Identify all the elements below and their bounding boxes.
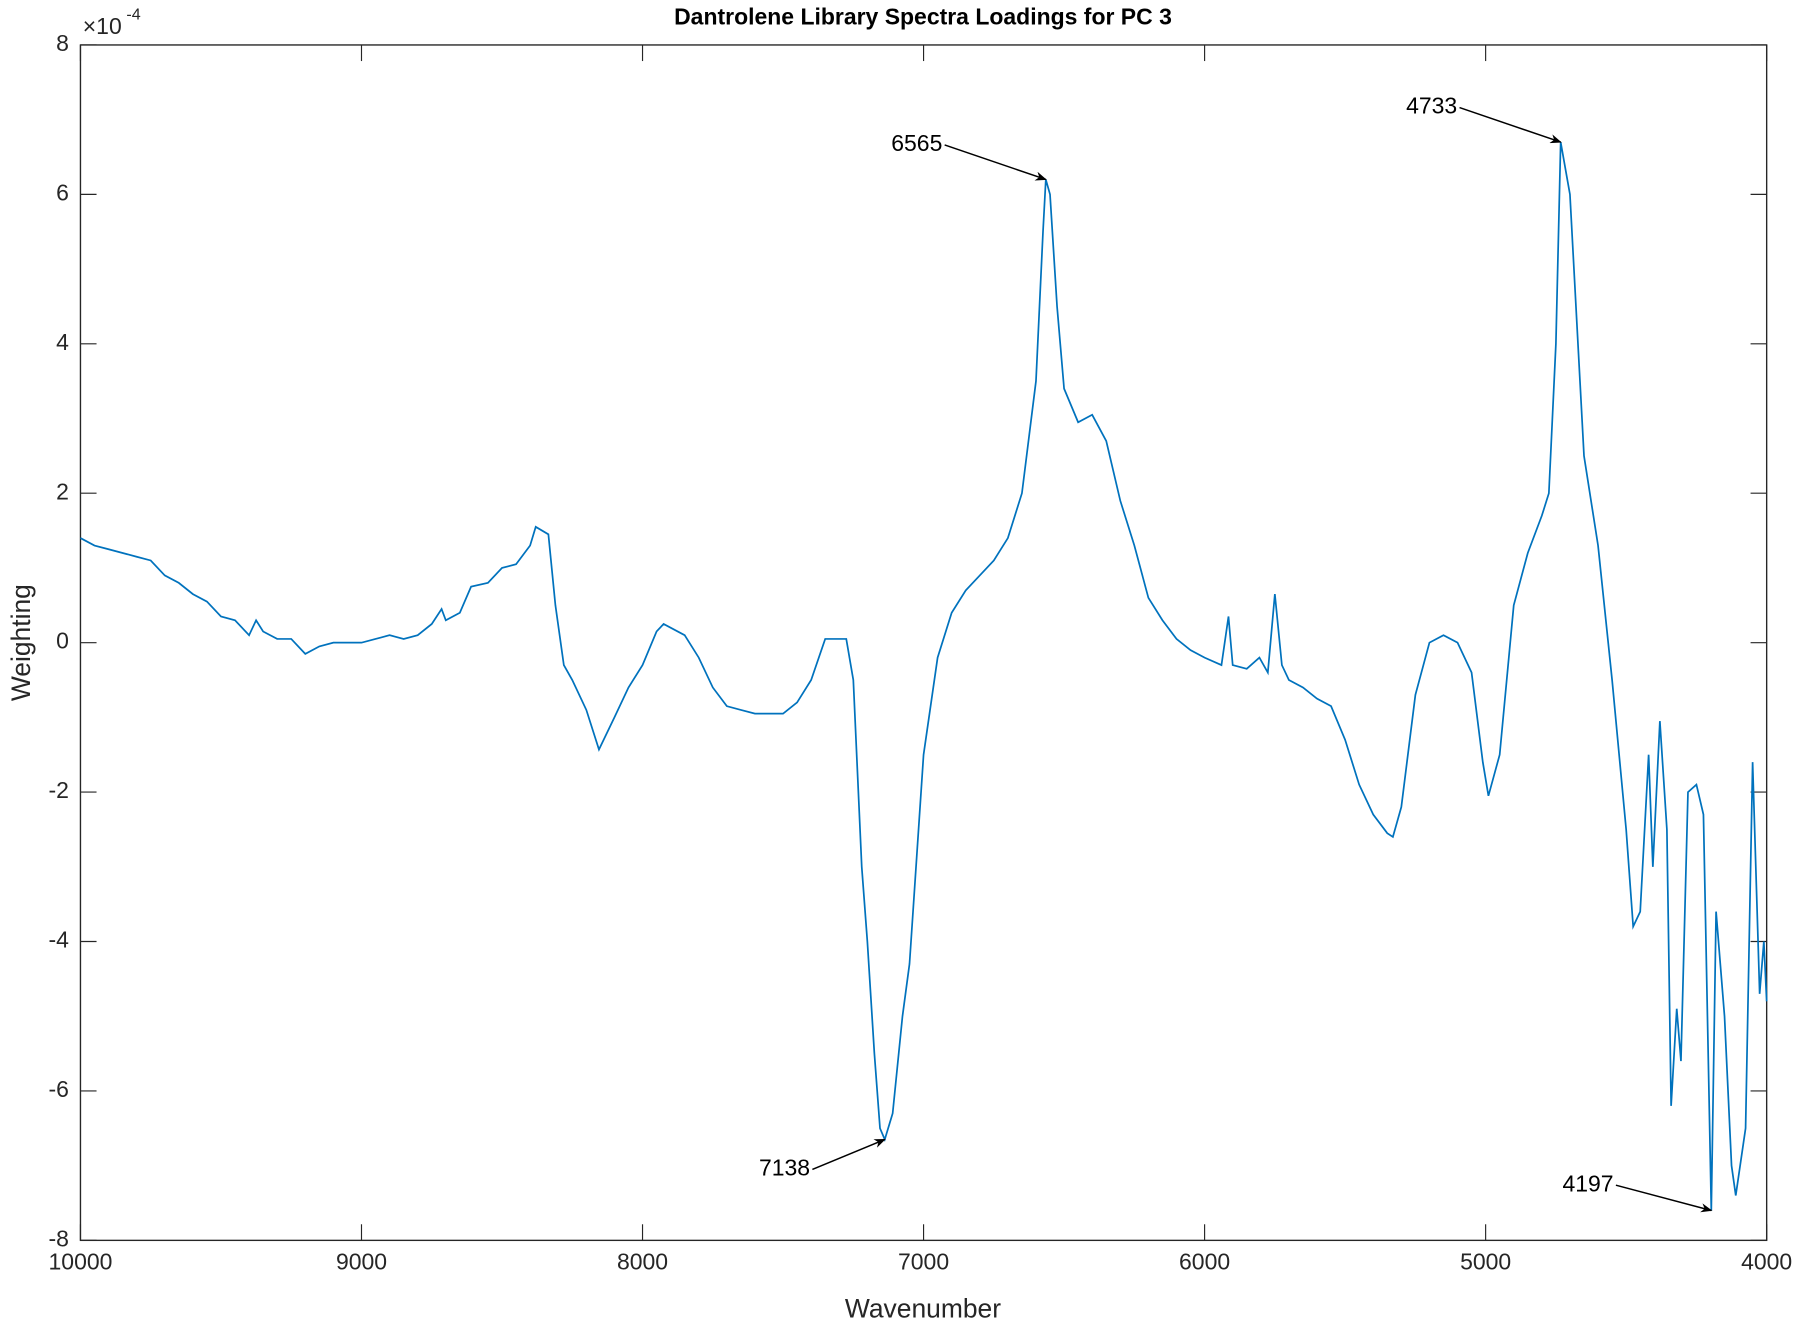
spectrum-line — [80, 141, 1768, 1211]
x-tick-label: 10000 — [49, 1248, 113, 1274]
annotation-arrow — [1615, 1184, 1713, 1213]
x-axis-label: Wavenumber — [845, 1293, 1001, 1323]
y-tick-label: 2 — [56, 478, 69, 504]
y-axis-label: Weighting — [6, 584, 36, 701]
annotation-arrow — [944, 144, 1047, 181]
annotation-label: 6565 — [891, 130, 942, 156]
x-tick-label: 9000 — [336, 1248, 387, 1274]
x-tick-label: 5000 — [1460, 1248, 1511, 1274]
y-tick-label: -6 — [49, 1076, 69, 1102]
y-scale-base: ×10 — [83, 13, 122, 39]
annotation-label: 7138 — [759, 1154, 810, 1180]
x-tick-label: 4000 — [1741, 1248, 1792, 1274]
annotation-label: 4197 — [1562, 1170, 1613, 1196]
y-tick-label: 4 — [56, 329, 69, 355]
y-tick-label: 0 — [56, 628, 69, 654]
y-tick-label: -2 — [49, 777, 69, 803]
y-scale-exponent: -4 — [126, 5, 140, 23]
chart-title: Dantrolene Library Spectra Loadings for … — [674, 4, 1172, 30]
y-tick-label: -8 — [49, 1225, 69, 1251]
x-tick-label: 7000 — [898, 1248, 949, 1274]
y-tick-label: 8 — [56, 30, 69, 56]
annotation-arrow — [1459, 106, 1562, 144]
annotation-arrow — [812, 1138, 886, 1171]
y-tick-label: 6 — [56, 179, 69, 205]
y-tick-label: -4 — [49, 927, 70, 953]
x-tick-label: 6000 — [1179, 1248, 1230, 1274]
x-tick-label: 8000 — [617, 1248, 668, 1274]
annotation-label: 4733 — [1406, 93, 1457, 119]
